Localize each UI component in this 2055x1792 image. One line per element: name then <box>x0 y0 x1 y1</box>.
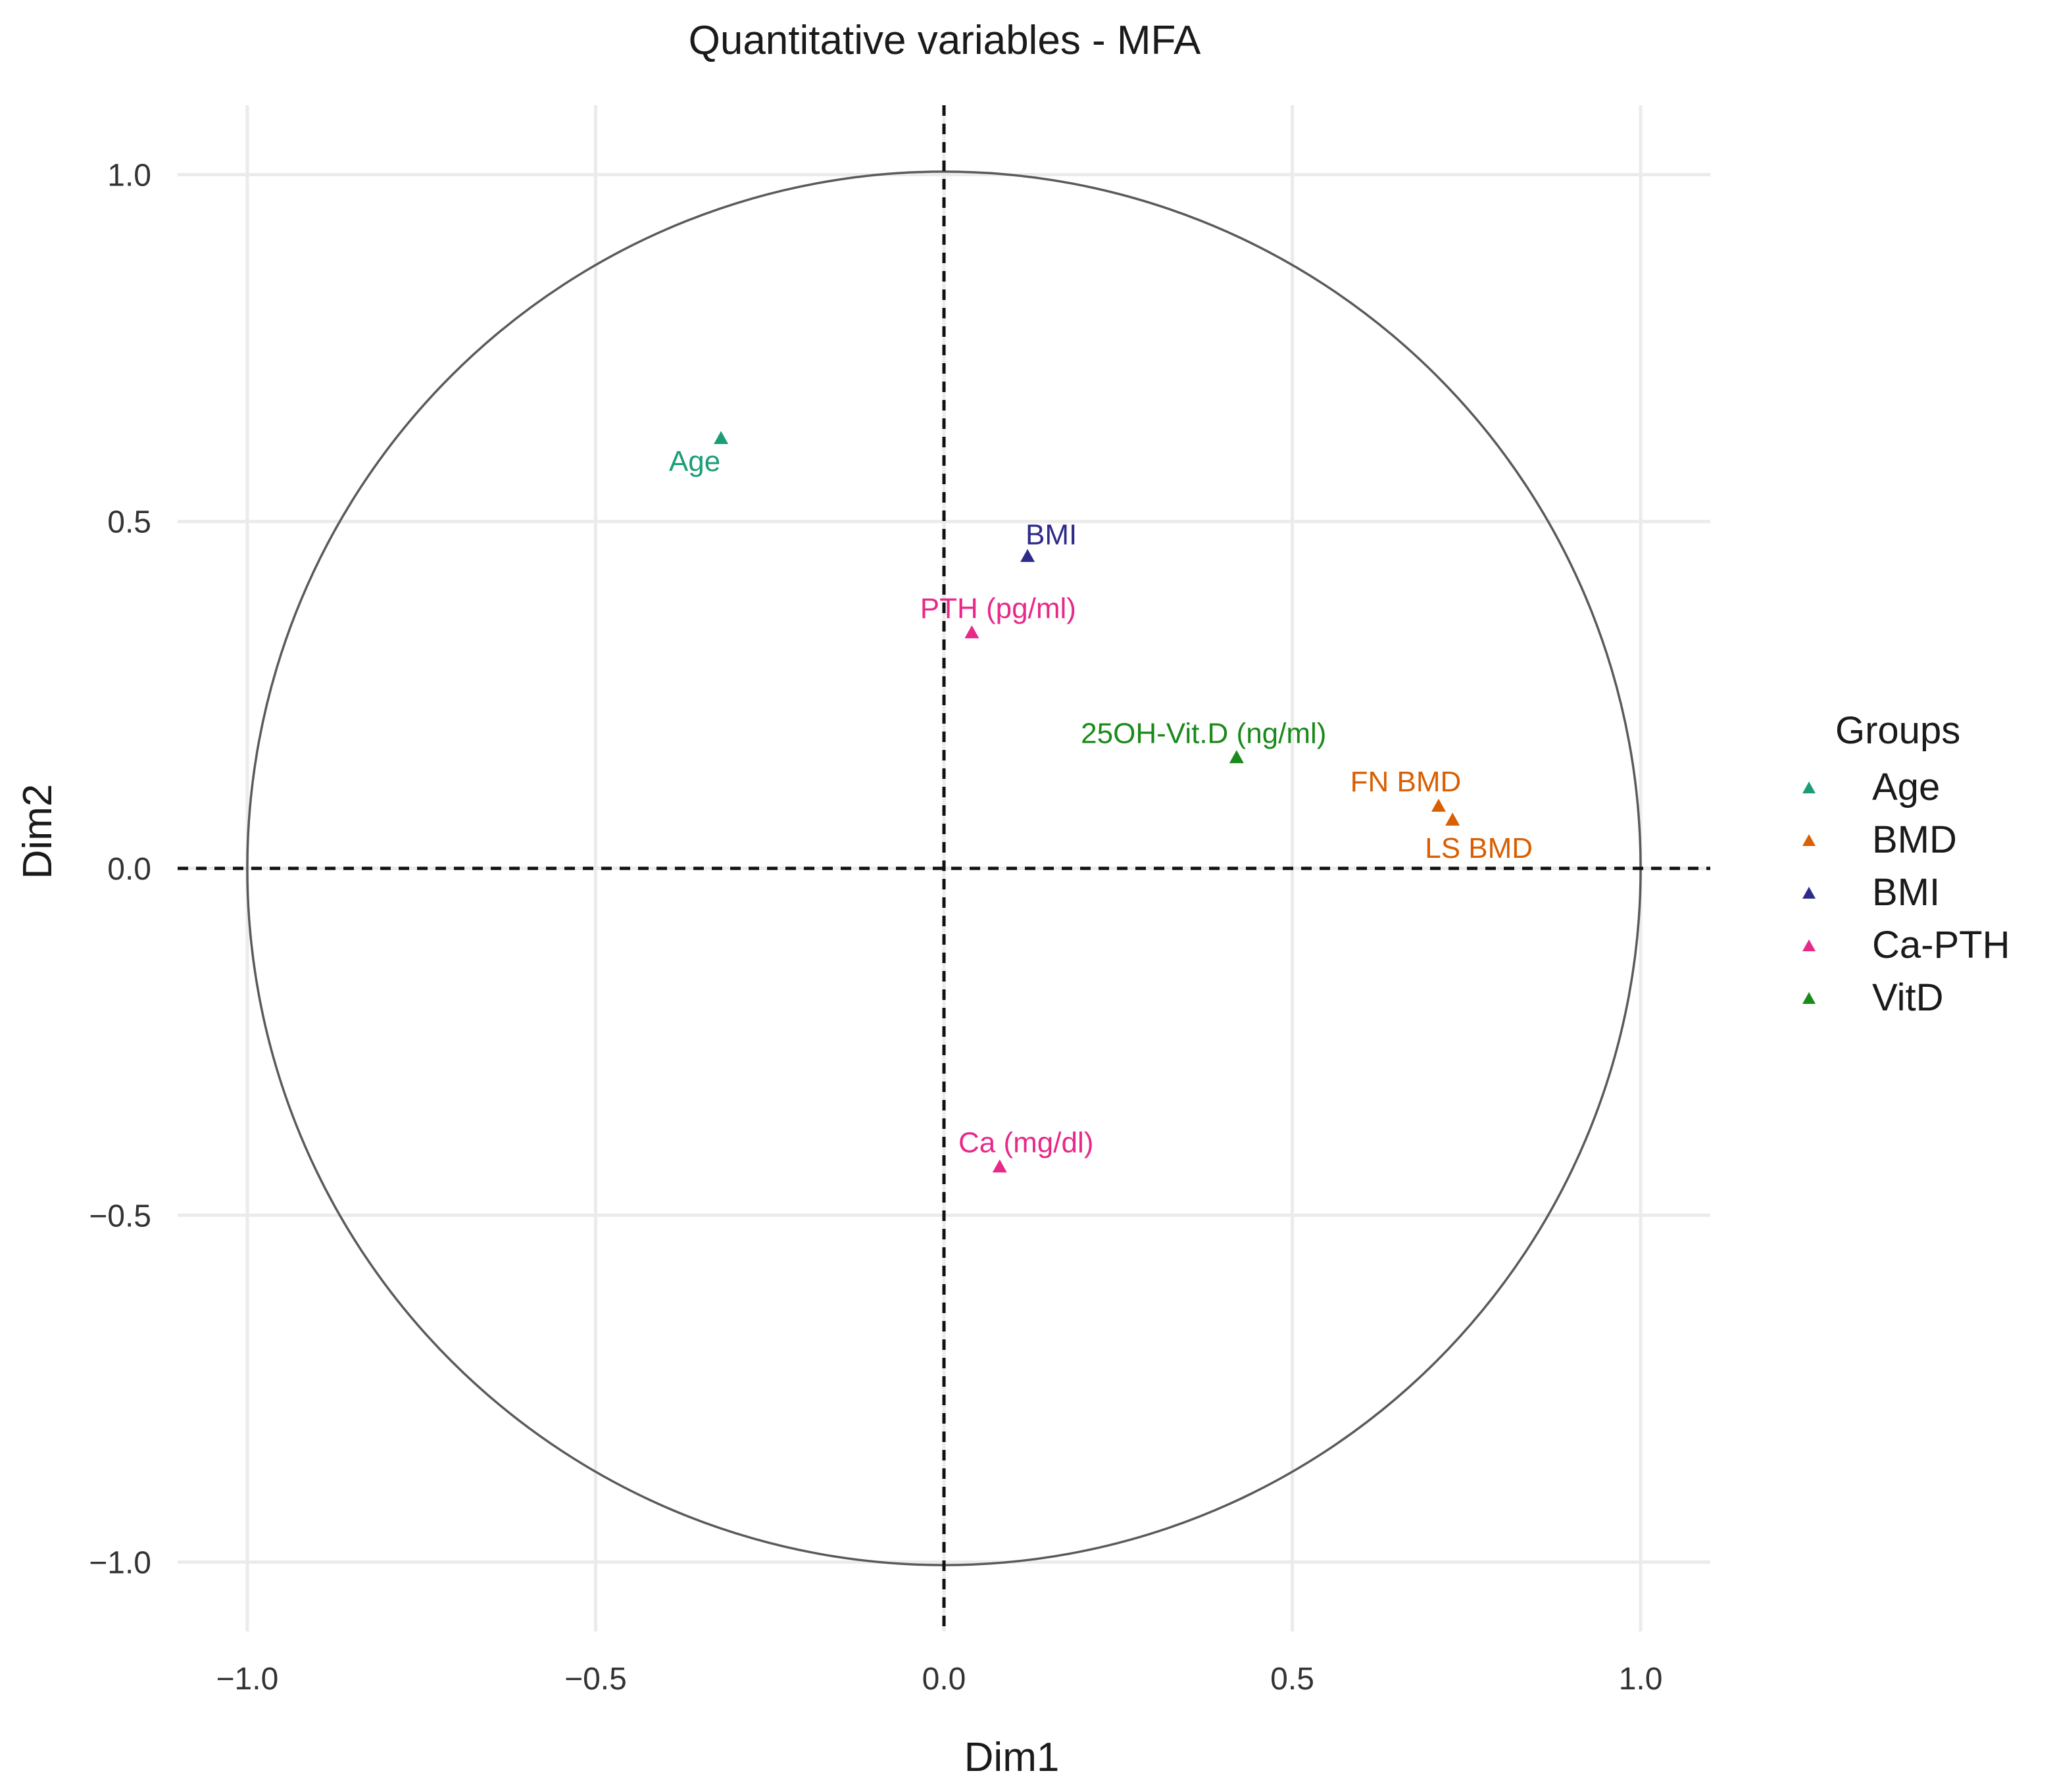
point-label: 25OH-Vit.D (ng/ml) <box>1081 717 1326 749</box>
point-marker <box>964 625 979 639</box>
legend-key <box>1802 992 1816 1004</box>
legend-label: Age <box>1872 766 1940 809</box>
point-marker <box>1229 750 1244 764</box>
y-tick-label: −0.5 <box>89 1199 151 1233</box>
y-tick-label: 1.0 <box>107 158 151 193</box>
x-tick-label: 1.0 <box>1619 1662 1663 1697</box>
point-label: FN BMD <box>1350 766 1462 798</box>
point-label: Age <box>669 445 720 478</box>
x-tick-label: −0.5 <box>564 1662 627 1697</box>
point-label: BMI <box>1026 518 1077 551</box>
x-tick-label: 0.0 <box>922 1662 966 1697</box>
point-marker <box>1431 799 1446 812</box>
x-axis-title: Dim1 <box>964 1735 1060 1780</box>
point-label: LS BMD <box>1425 832 1533 864</box>
legend-label: BMD <box>1872 818 1957 861</box>
y-tick-label: −1.0 <box>89 1546 151 1581</box>
point-marker <box>714 431 729 444</box>
point-marker <box>992 1159 1007 1173</box>
chart-title: Quantitative variables - MFA <box>689 18 1201 63</box>
y-axis-title: Dim2 <box>15 784 61 880</box>
point-marker <box>1020 549 1035 562</box>
data-points: Age BMI PTH (pg/ml) 25OH-Vit.D (ng/ml) FN BM… <box>669 431 1533 1173</box>
legend-key <box>1802 834 1816 846</box>
point-marker <box>1445 812 1460 826</box>
legend: Groups Age BMD BMI Ca-PTH VitD <box>1802 709 2010 1019</box>
point-label: PTH (pg/ml) <box>920 592 1076 624</box>
legend-label: VitD <box>1872 976 1944 1019</box>
legend-key <box>1802 887 1816 899</box>
x-tick-label: −1.0 <box>216 1662 279 1697</box>
y-tick-labels: −1.0 −0.5 0.0 0.5 1.0 <box>89 158 151 1580</box>
y-tick-label: 0.5 <box>107 505 151 540</box>
legend-title: Groups <box>1835 709 1960 752</box>
x-tick-label: 0.5 <box>1270 1662 1314 1697</box>
legend-label: Ca-PTH <box>1872 924 2010 966</box>
legend-key <box>1802 939 1816 951</box>
point-label: Ca (mg/dl) <box>958 1126 1093 1158</box>
x-tick-labels: −1.0 −0.5 0.0 0.5 1.0 <box>216 1662 1663 1697</box>
legend-label: BMI <box>1872 871 1940 914</box>
y-tick-label: 0.0 <box>107 852 151 887</box>
legend-entries: Age BMD BMI Ca-PTH VitD <box>1802 766 2010 1019</box>
legend-key <box>1802 782 1816 793</box>
